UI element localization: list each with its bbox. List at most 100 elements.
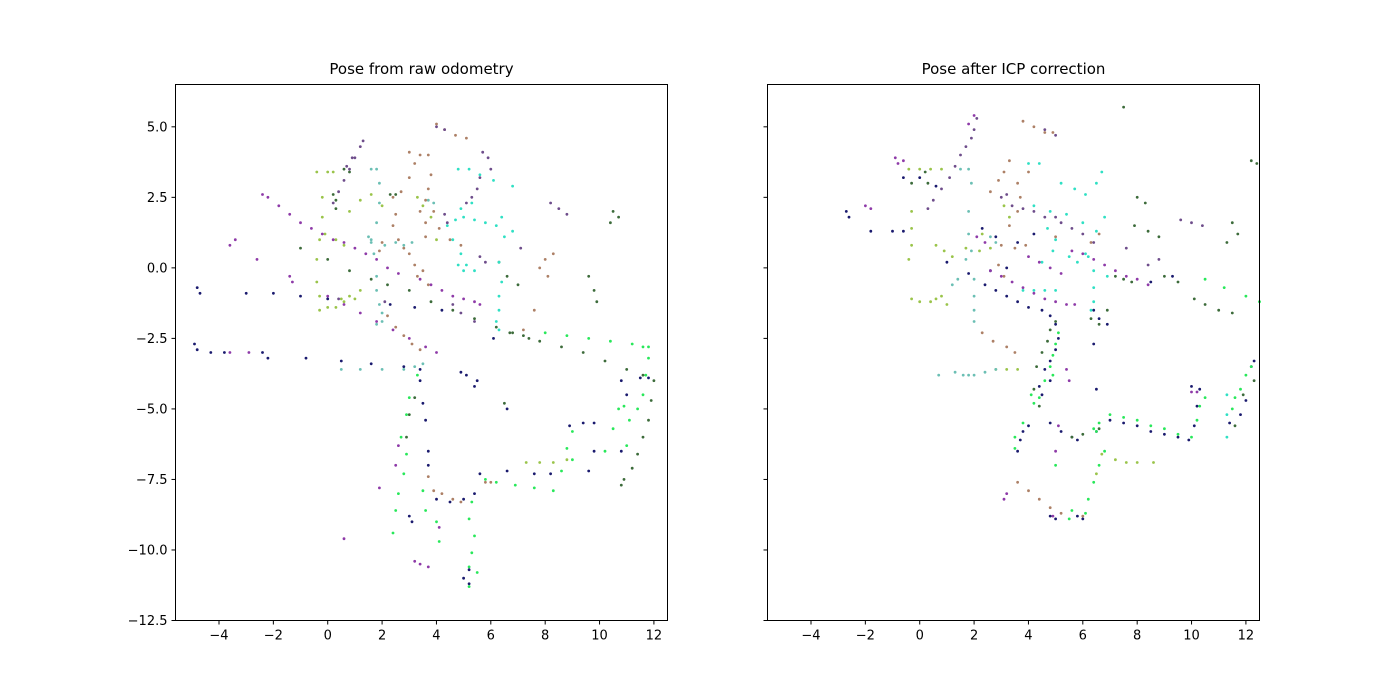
- scatter-point: [641, 393, 645, 397]
- scatter-point: [980, 227, 984, 230]
- scatter-point: [926, 207, 930, 211]
- scatter-point: [494, 325, 498, 329]
- scatter-point: [603, 359, 607, 363]
- scatter-point: [931, 198, 935, 202]
- scatter-point: [228, 351, 232, 354]
- scatter-point: [1048, 210, 1052, 213]
- scatter-point: [424, 235, 427, 239]
- scatter-point: [546, 274, 550, 278]
- scatter-point: [929, 167, 932, 171]
- scatter-point: [918, 176, 922, 180]
- scatter-point: [1032, 291, 1036, 295]
- scatter-point: [1124, 461, 1128, 464]
- scatter-point: [407, 413, 411, 416]
- scatter-point: [999, 195, 1003, 199]
- scatter-point: [1032, 210, 1036, 213]
- scatter-point: [402, 243, 406, 247]
- scatter-point: [367, 235, 370, 239]
- scatter-point: [448, 500, 452, 504]
- scatter-point: [1157, 258, 1161, 261]
- scatter-point: [1114, 458, 1117, 462]
- scatter-point: [1057, 337, 1060, 340]
- scatter-point: [348, 210, 351, 213]
- left-series-8: [228, 193, 482, 569]
- scatter-point: [358, 145, 362, 149]
- scatter-point: [869, 229, 873, 233]
- scatter-point: [386, 283, 389, 287]
- scatter-point: [337, 297, 340, 301]
- scatter-point: [1008, 215, 1011, 219]
- scatter-point: [1070, 435, 1074, 439]
- scatter-point: [1040, 393, 1044, 397]
- scatter-point: [1021, 119, 1025, 123]
- scatter-point: [972, 373, 976, 377]
- scatter-point: [497, 294, 501, 298]
- scatter-point: [551, 489, 555, 493]
- scatter-point: [486, 156, 490, 160]
- scatter-point: [1097, 317, 1101, 320]
- scatter-point: [1086, 255, 1090, 258]
- scatter-point: [1054, 348, 1057, 352]
- scatter-point: [345, 164, 349, 168]
- scatter-point: [1027, 255, 1030, 258]
- scatter-point: [511, 331, 514, 335]
- scatter-point: [864, 204, 867, 208]
- scatter-point: [375, 289, 378, 292]
- scatter-point: [331, 201, 335, 205]
- scatter-point: [375, 274, 378, 278]
- scatter-point: [467, 582, 471, 586]
- scatter-point: [1203, 396, 1207, 399]
- scatter-point: [619, 449, 623, 453]
- scatter-point: [497, 308, 501, 312]
- scatter-point: [994, 289, 998, 292]
- scatter-point: [1037, 162, 1041, 165]
- scatter-point: [1124, 274, 1128, 278]
- scatter-point: [1016, 368, 1019, 371]
- scatter-point: [1002, 204, 1006, 208]
- scatter-point: [494, 224, 498, 228]
- scatter-point: [611, 427, 615, 431]
- scatter-point: [967, 272, 970, 275]
- left-series-5: [445, 167, 514, 332]
- scatter-point: [440, 492, 444, 495]
- scatter-point: [532, 472, 536, 476]
- scatter-point: [1130, 280, 1134, 284]
- scatter-point: [1018, 195, 1022, 199]
- scatter-point: [1051, 131, 1055, 134]
- scatter-point: [1002, 274, 1006, 278]
- scatter-point: [565, 334, 569, 337]
- scatter-point: [1067, 379, 1071, 383]
- scatter-point: [1114, 274, 1117, 278]
- scatter-point: [1054, 133, 1057, 137]
- scatter-point: [1081, 514, 1085, 518]
- scatter-point: [1032, 232, 1036, 236]
- x-tick-label: −2: [264, 629, 283, 644]
- scatter-point: [440, 289, 444, 292]
- scatter-point: [424, 198, 427, 202]
- scatter-point: [233, 238, 237, 242]
- scatter-point: [847, 215, 851, 219]
- scatter-point: [1048, 379, 1052, 383]
- scatter-point: [494, 320, 498, 323]
- scatter-point: [375, 221, 378, 225]
- scatter-point: [1133, 224, 1136, 228]
- scatter-point: [543, 258, 547, 261]
- scatter-point: [334, 306, 338, 309]
- scatter-point: [587, 337, 591, 340]
- scatter-point: [440, 308, 444, 312]
- scatter-point: [1054, 463, 1057, 467]
- scatter-point: [394, 463, 398, 467]
- scatter-point: [277, 204, 281, 208]
- scatter-point: [1081, 432, 1085, 436]
- scatter-point: [961, 373, 965, 377]
- scatter-point: [315, 170, 319, 174]
- scatter-point: [1008, 224, 1011, 228]
- right-series-1: [1013, 277, 1261, 521]
- scatter-point: [1051, 249, 1055, 253]
- scatter-point: [647, 376, 650, 380]
- scatter-point: [195, 348, 199, 352]
- scatter-point: [1114, 269, 1117, 273]
- scatter-point: [1146, 283, 1150, 287]
- scatter-point: [1146, 263, 1150, 267]
